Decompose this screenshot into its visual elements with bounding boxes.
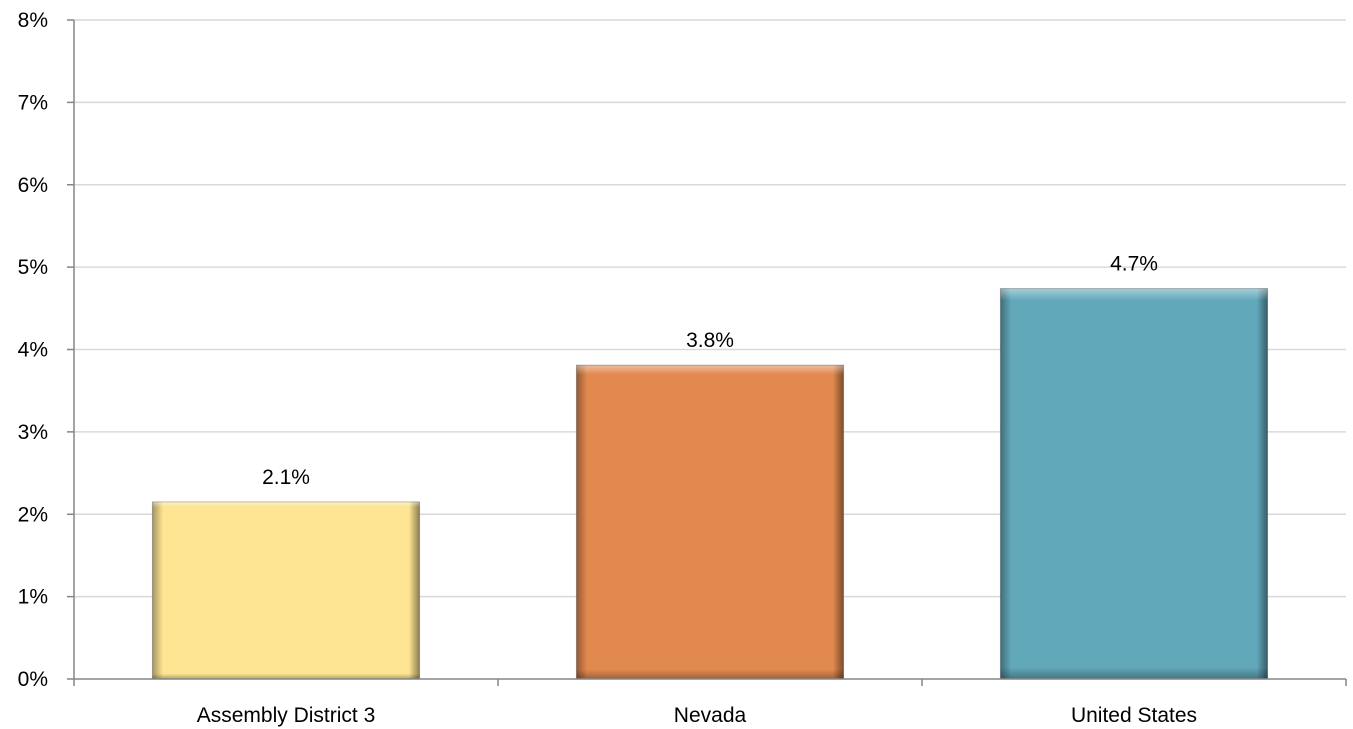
y-tick-label: 0% [18, 668, 48, 691]
bars [151, 288, 1269, 680]
bar-united-states [999, 288, 1269, 680]
bar-bevel-top [576, 365, 844, 679]
y-tick-label: 2% [18, 503, 48, 526]
bar-bevel-top [1000, 288, 1268, 679]
bar-bevel-top [152, 501, 420, 679]
x-category-label: Assembly District 3 [197, 704, 376, 727]
y-tick-label: 5% [18, 256, 48, 279]
axes [67, 19, 1347, 686]
y-tick-label: 3% [18, 421, 48, 444]
y-tick-label: 6% [18, 174, 48, 197]
bar-nevada [575, 364, 845, 680]
data-labels: 2.1% 3.8% 4.7% [262, 253, 1158, 489]
y-tick-label: 7% [18, 91, 48, 114]
y-tick-label: 1% [18, 586, 48, 609]
x-category-label: United States [1071, 704, 1197, 727]
x-category-label: Nevada [674, 704, 747, 727]
y-tick-label: 8% [18, 9, 48, 32]
data-label: 2.1% [262, 466, 310, 489]
x-axis-category-labels: Assembly District 3 Nevada United States [197, 704, 1197, 727]
data-label: 4.7% [1110, 253, 1158, 276]
bar-assembly-district-3 [151, 501, 421, 680]
y-tick-label: 4% [18, 339, 48, 362]
y-axis-tick-labels: 0% 1% 2% 3% 4% 5% 6% 7% 8% [18, 9, 48, 691]
data-label: 3.8% [686, 329, 734, 352]
